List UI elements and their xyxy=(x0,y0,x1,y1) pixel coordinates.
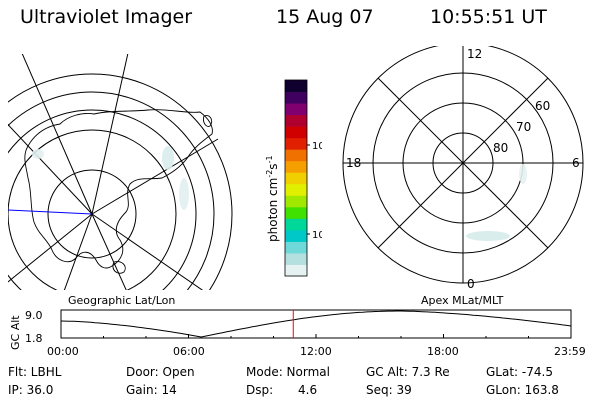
status-flt: Flt: LBHL xyxy=(8,365,62,379)
colorbar-swatch xyxy=(285,126,307,139)
status-glat: GLat: -74.5 xyxy=(486,365,553,379)
geo-map-label: Geographic Lat/Lon xyxy=(68,294,176,307)
colorbar-swatch xyxy=(285,160,307,173)
colorbar-swatch xyxy=(285,206,307,219)
colorbar-swatch xyxy=(285,114,307,127)
geo-lat-circle xyxy=(47,169,137,259)
mlt-label-18: 18 xyxy=(346,156,361,170)
aurora-glow xyxy=(519,164,527,184)
colorbar-tick-label-10: 10 xyxy=(312,230,322,241)
status-glon: GLon: 163.8 xyxy=(486,383,559,397)
geo-lat-circle xyxy=(8,73,233,290)
unit-exp1: -2 xyxy=(265,170,274,178)
colorbar-swatch xyxy=(285,80,307,93)
aurora-glow xyxy=(32,149,44,159)
colorbar-swatch xyxy=(285,195,307,208)
altitude-timeline: GC Alt 9.0 1.8 xyxy=(9,309,572,350)
colorbar-swatch xyxy=(285,183,307,196)
status-ip: IP: 36.0 xyxy=(8,383,54,397)
colorbar-swatch xyxy=(285,137,307,150)
spacecraft-track xyxy=(8,209,93,215)
colorbar-swatch xyxy=(285,91,307,104)
colorbar-tick-label-100: 100 xyxy=(312,141,322,152)
timeline-frame xyxy=(60,309,572,339)
mlt-label-0: 0 xyxy=(467,277,475,291)
x-tick-0600: 06:00 xyxy=(173,345,205,358)
geographic-map xyxy=(8,54,233,290)
mlat-label-70: 70 xyxy=(516,120,531,134)
date-label: 15 Aug 07 xyxy=(276,6,374,28)
x-axis-ticks xyxy=(60,334,572,338)
mlt-label-12: 12 xyxy=(467,47,482,61)
unit-main: photon cm xyxy=(266,178,280,242)
colorbar-swatch xyxy=(285,172,307,185)
aurora-glow xyxy=(162,146,174,170)
colorbar-swatch xyxy=(285,241,307,254)
coastline-island xyxy=(112,261,126,274)
status-gain: Gain: 14 xyxy=(126,383,177,397)
y-tick-9: 9.0 xyxy=(25,309,43,322)
colorbar-frame xyxy=(284,79,308,277)
colorbar-unit-label: photon cm-2s-1 xyxy=(265,155,280,242)
geo-meridian xyxy=(91,213,127,290)
mlat-label-60: 60 xyxy=(535,99,550,113)
colorbar-swatch xyxy=(285,252,307,265)
y-axis-label: GC Alt xyxy=(9,315,22,350)
x-tick-1800: 18:00 xyxy=(427,345,459,358)
geo-meridian xyxy=(91,138,219,215)
geo-lat-circle xyxy=(8,109,197,290)
geo-lat-circle xyxy=(8,91,215,290)
magnetic-polar-plot: 12 18 6 0 60 70 80 xyxy=(342,46,584,291)
colorbar-swatch xyxy=(285,229,307,242)
coastline xyxy=(24,109,213,269)
aurora-glow xyxy=(466,231,510,241)
mlt-line-diag xyxy=(377,77,549,249)
geo-meridian xyxy=(91,54,129,215)
geo-meridian xyxy=(21,54,93,215)
colorbar-swatch xyxy=(285,149,307,162)
colorbar-swatch xyxy=(285,103,307,116)
coastline-island xyxy=(203,115,213,127)
status-gc-alt: GC Alt: 7.3 Re xyxy=(366,365,450,379)
status-mode: Mode: Normal xyxy=(246,365,330,379)
geo-meridian xyxy=(91,213,204,290)
x-tick-2359: 23:59 xyxy=(554,345,586,358)
unit-mid: s xyxy=(266,163,280,169)
mlat-label-80: 80 xyxy=(493,141,508,155)
geo-meridian xyxy=(63,213,93,290)
colorbar-swatch xyxy=(285,218,307,231)
instrument-title: Ultraviolet Imager xyxy=(20,6,193,28)
time-label: 10:55:51 UT xyxy=(430,6,547,28)
altitude-curve xyxy=(60,310,572,338)
mlt-label-6: 6 xyxy=(572,156,580,170)
colorbar: 100 10 photon cm-2s-1 xyxy=(265,79,322,277)
status-door: Door: Open xyxy=(126,365,195,379)
status-seq: Seq: 39 xyxy=(366,383,412,397)
colorbar-swatch xyxy=(285,264,307,277)
colorbar-gradient xyxy=(285,80,307,277)
status-dsp-label: Dsp: xyxy=(246,383,274,397)
aurora-glow xyxy=(179,178,189,210)
x-tick-0000: 00:00 xyxy=(47,345,79,358)
status-dsp-value: 4.6 xyxy=(298,383,318,397)
x-tick-1200: 12:00 xyxy=(300,345,332,358)
geo-meridian xyxy=(8,213,93,283)
unit-exp2: -1 xyxy=(265,155,274,163)
mag-map-label: Apex MLat/MLT xyxy=(421,294,504,307)
y-tick-1.8: 1.8 xyxy=(25,332,43,345)
geo-lat-circle xyxy=(8,129,177,290)
geo-meridian xyxy=(8,123,93,215)
